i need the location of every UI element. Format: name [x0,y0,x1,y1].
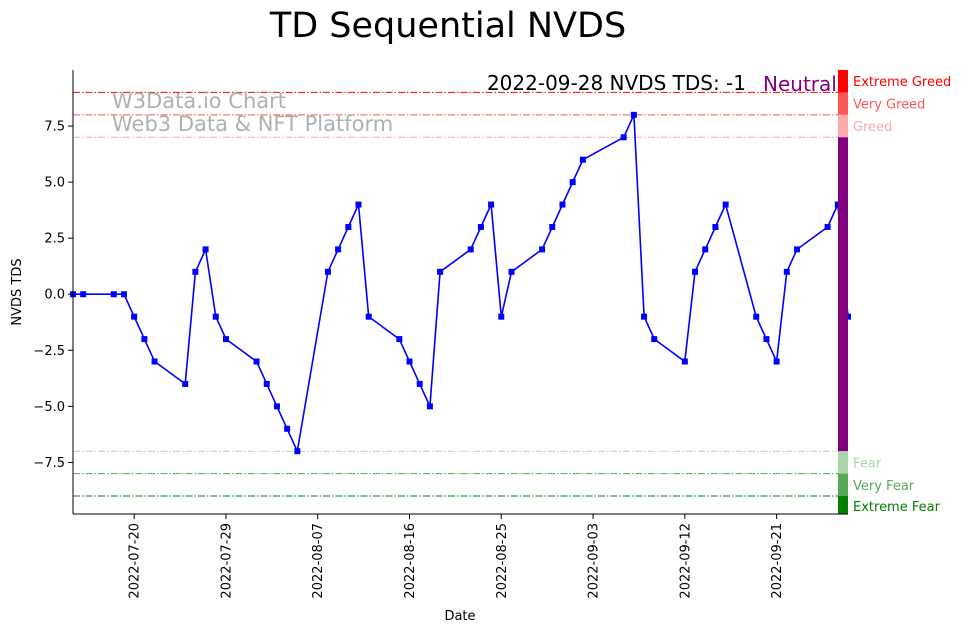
data-point-2022-08-24 [488,201,495,208]
data-point-2022-08-18 [426,403,433,410]
x-tick-label: 2022-08-25 [495,523,510,599]
data-point-2022-09-01 [569,179,576,186]
axes: −7.5 −5.0 −2.5 0.0 2.5 5.0 7.5 2022-07-20 2022-0… [33,70,848,599]
data-point-2022-09-09 [651,336,658,343]
x-tick-label: 2022-08-07 [311,523,326,599]
data-point-2022-09-12 [681,358,688,365]
y-tick-label: −2.5 [33,344,65,359]
zone-color-bar: Extreme Greed Very Greed Greed Fear Very Fea… [838,70,951,515]
data-point-2022-09-20 [763,336,770,343]
data-point-2022-07-21 [141,336,148,343]
data-point-2022-08-25 [498,313,505,320]
data-point-2022-07-28 [212,313,219,320]
data-point-2022-07-26 [192,268,199,275]
data-point-2022-07-29 [222,336,229,343]
zone-bar-segment-2 [838,92,848,115]
zone-bar-segment-7 [838,496,848,514]
data-point-2022-08-09 [335,246,342,253]
zone-label-fear: Fear [853,456,882,471]
x-tick-label: 2022-07-20 [128,523,143,599]
data-point-2022-09-13 [692,268,699,275]
data-point-2022-08-31 [559,201,566,208]
x-tick-label: 2022-09-03 [587,523,602,599]
data-point-2022-08-29 [539,246,546,253]
data-point-2022-08-17 [416,380,423,387]
data-point-2022-08-26 [508,268,515,275]
latest-status-text: Neutral [763,72,837,96]
x-axis-label: Date [444,609,475,624]
y-tick-label: −7.5 [33,456,65,471]
y-tick-label: −5.0 [33,400,65,415]
y-tick-label: 0.0 [44,288,65,303]
data-point-2022-08-03 [273,403,280,410]
data-point-2022-08-16 [406,358,413,365]
data-point-2022-08-02 [263,380,270,387]
data-point-2022-08-01 [253,358,260,365]
zone-bar-segment-5 [838,451,848,474]
data-point-2022-08-30 [549,223,556,230]
data-point-2022-08-05 [294,448,301,455]
zone-label-extreme-fear: Extreme Fear [853,500,941,515]
data-point-2022-09-08 [641,313,648,320]
data-point-2022-08-23 [477,223,484,230]
data-point-2022-08-04 [284,425,291,432]
y-tick-label: 7.5 [44,120,65,135]
data-point-2022-09-15 [712,223,719,230]
zone-bar-segment-6 [838,473,848,497]
data-point-2022-09-16 [722,201,729,208]
zone-bar-segment-1 [838,70,848,93]
data-point-2022-09-06 [620,134,627,141]
watermark-line-2: Web3 Data & NFT Platform [112,112,393,136]
data-point-2022-09-22 [783,268,790,275]
data-point-2022-08-08 [324,268,331,275]
latest-value-text: 2022-09-28 NVDS TDS: -1 [487,71,746,95]
x-tick-label: 2022-08-16 [403,523,418,599]
x-tick-label: 2022-09-12 [678,523,693,599]
data-point-2022-09-26 [824,223,831,230]
data-point-2022-07-22 [151,358,158,365]
data-point-2022-09-14 [702,246,709,253]
data-point-2022-08-10 [345,223,352,230]
data-point-2022-09-27 [834,201,841,208]
data-point-2022-09-02 [579,156,586,163]
data-point-2022-07-27 [202,246,209,253]
data-point-2022-07-19 [120,291,127,298]
zone-label-very-greed: Very Greed [853,98,925,113]
series-line [73,114,849,454]
data-point-2022-08-22 [467,246,474,253]
data-point-2022-09-07 [630,111,637,118]
data-point-2022-09-21 [773,358,780,365]
x-tick-label: 2022-07-29 [220,523,235,599]
data-point-2022-07-18 [110,291,117,298]
y-axis-label: NVDS TDS [10,258,25,325]
data-point-2022-08-19 [437,268,444,275]
zone-label-extreme-greed: Extreme Greed [853,75,951,90]
watermark-line-1: W3Data.io Chart [112,89,286,113]
data-point-2022-07-25 [182,380,189,387]
zone-bar-segment-4 [838,137,848,452]
data-point-2022-09-23 [794,246,801,253]
x-tick-label: 2022-09-21 [770,523,785,599]
data-point-2022-08-12 [365,313,372,320]
data-point-2022-08-15 [396,336,403,343]
data-point-2022-07-15 [80,291,87,298]
data-point-2022-09-19 [753,313,760,320]
threshold-lines [73,91,848,497]
chart-title: TD Sequential NVDS [269,6,626,46]
zone-bar-segment-3 [838,114,848,138]
y-tick-label: 5.0 [44,176,65,191]
y-tick-label: 2.5 [44,232,65,247]
data-point-2022-07-20 [131,313,138,320]
data-point-2022-08-11 [355,201,362,208]
zone-label-very-fear: Very Fear [853,479,915,494]
series-layer [70,111,851,455]
zone-label-greed: Greed [853,120,892,135]
